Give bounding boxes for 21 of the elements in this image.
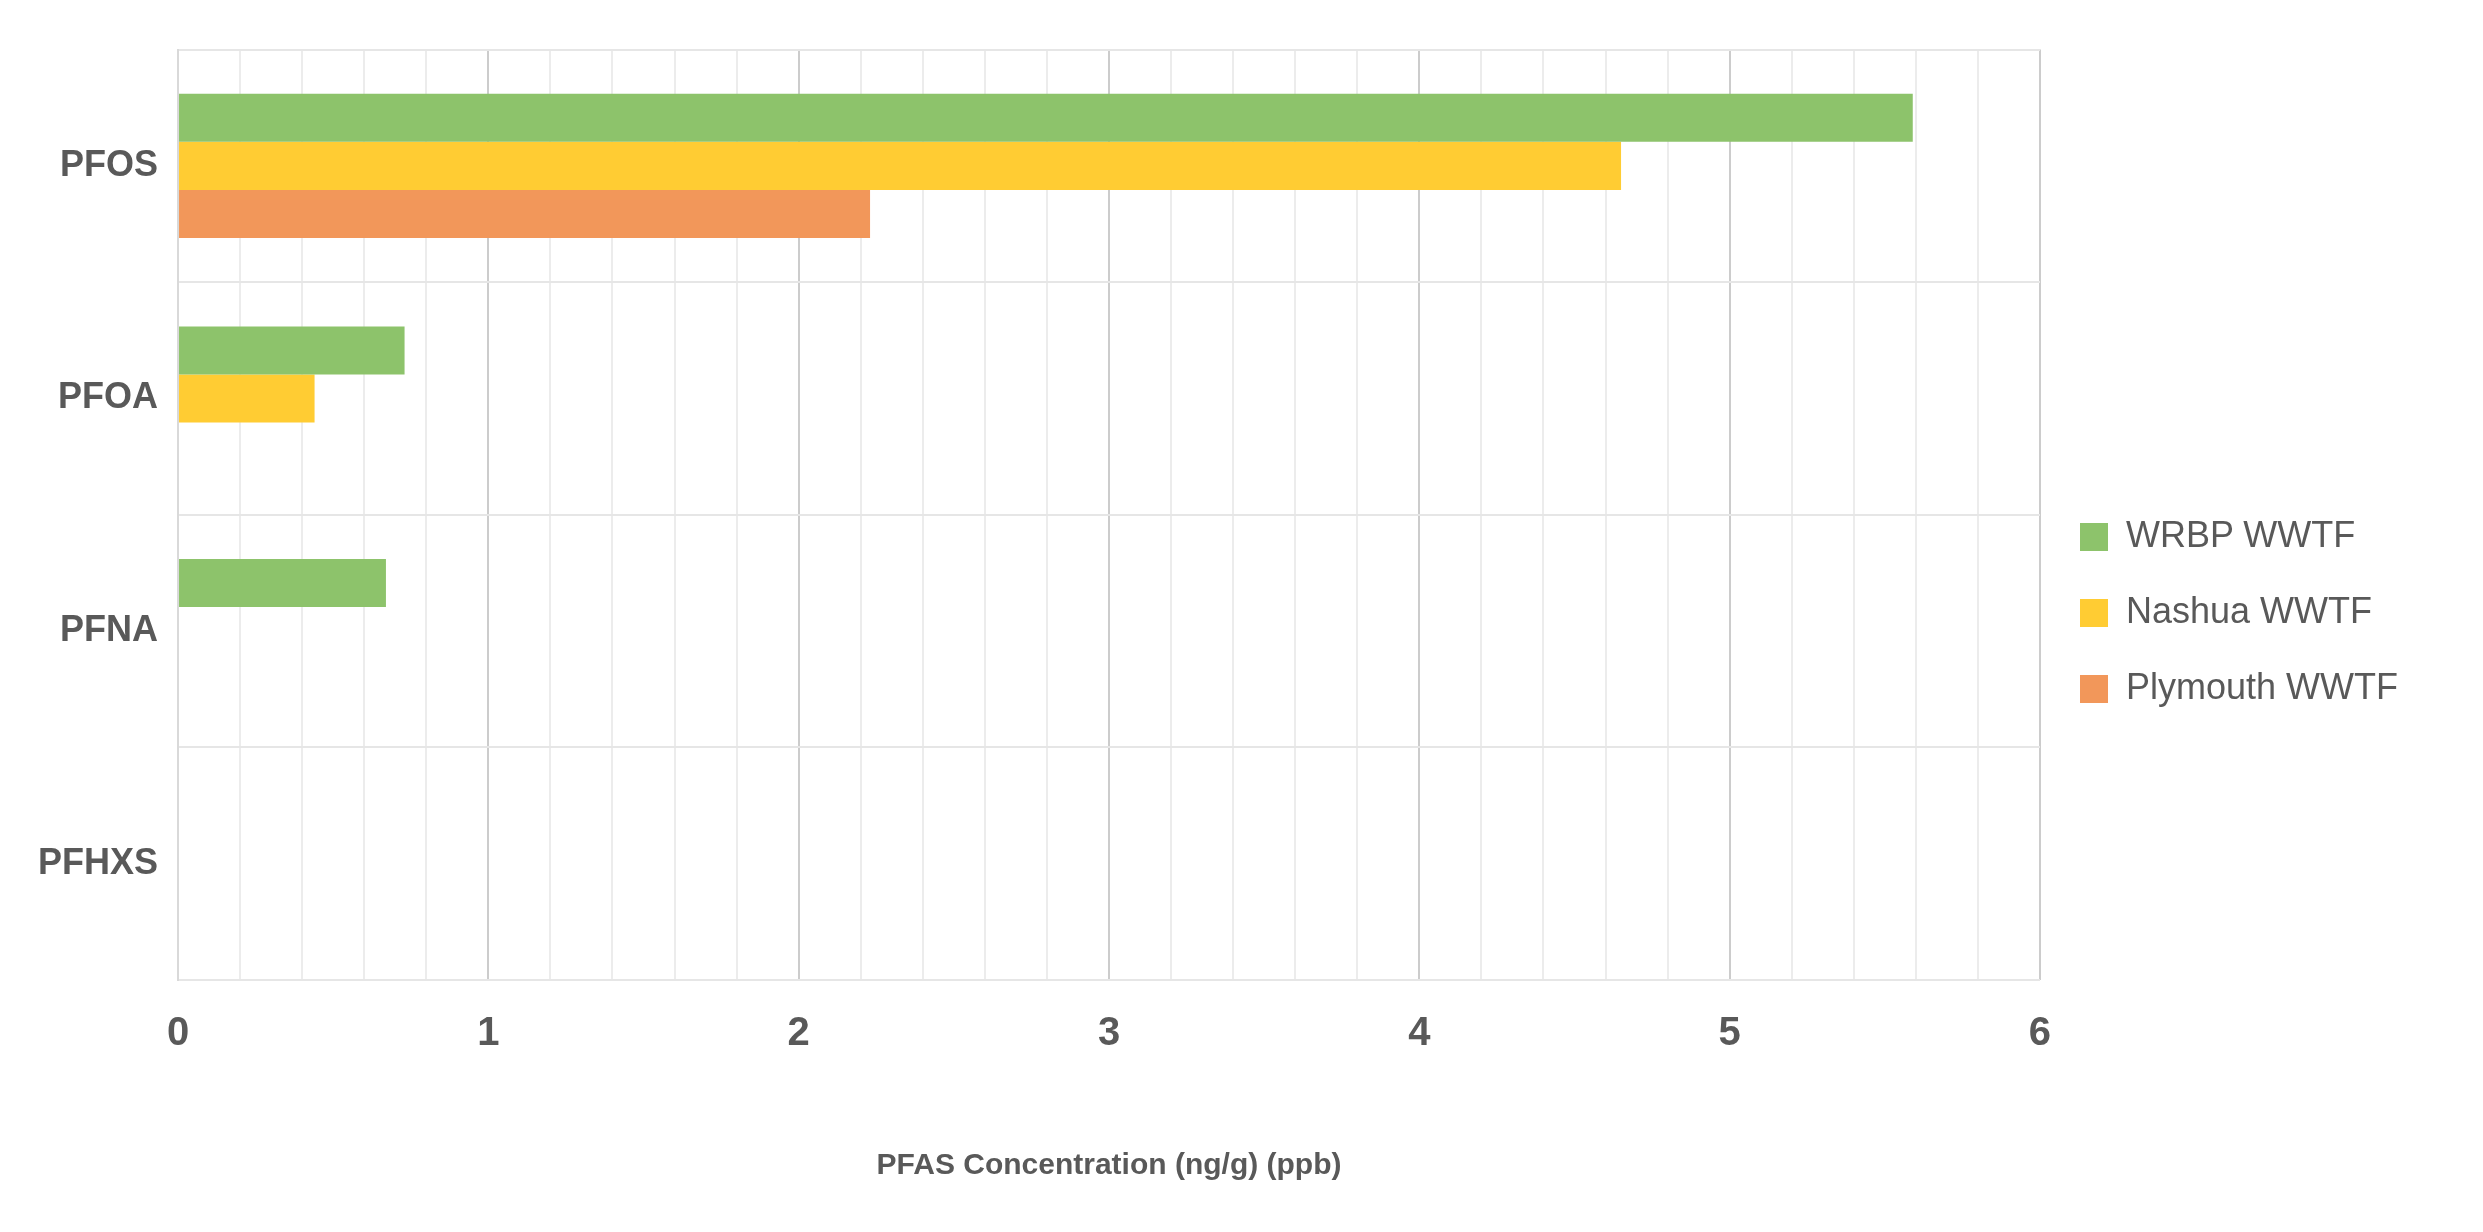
- x-tick-label: 2: [787, 1009, 810, 1054]
- y-tick-label: PFNA: [60, 608, 159, 650]
- x-axis-title: PFAS Concentration (ng/g) (ppb): [876, 1147, 1342, 1181]
- bar: [179, 326, 405, 375]
- bar: [179, 558, 386, 608]
- legend-label: Nashua WWTF: [2126, 589, 2373, 631]
- x-tick-label: 4: [1408, 1009, 1432, 1054]
- x-tick-label: 6: [2028, 1009, 2052, 1054]
- bar: [179, 189, 871, 239]
- y-tick-label: PFOS: [60, 142, 159, 184]
- legend-label: WRBP WWTF: [2126, 513, 2356, 555]
- legend-label: Plymouth WWTF: [2126, 665, 2399, 707]
- bar: [179, 93, 1913, 142]
- x-tick-label: 5: [1718, 1009, 1741, 1054]
- x-tick-label: 3: [1097, 1009, 1121, 1054]
- bar: [179, 374, 315, 423]
- bar: [179, 141, 1622, 190]
- y-tick-label: PFHXS: [37, 840, 159, 882]
- x-tick-label: 0: [166, 1009, 190, 1054]
- x-tick-label: 1: [477, 1009, 500, 1054]
- y-tick-label: PFOA: [58, 375, 159, 417]
